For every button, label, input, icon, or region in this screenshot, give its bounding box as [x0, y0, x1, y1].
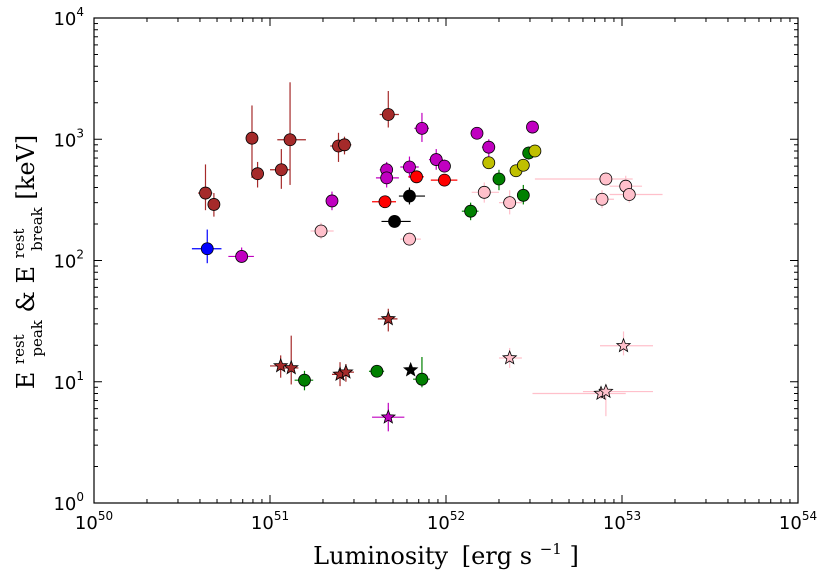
y-axis-break-sub: break — [28, 206, 46, 251]
olive-peak-point — [482, 156, 496, 170]
red-peak-point — [378, 195, 392, 209]
y-axis-peak-sub: peak — [28, 319, 46, 356]
pink-peak-point — [403, 232, 416, 246]
markers-layer — [199, 108, 636, 424]
red-peak-point — [410, 170, 423, 184]
brown-peak-point — [381, 108, 395, 121]
y-axis-amp: & — [12, 283, 40, 312]
pink-peak-point — [622, 188, 636, 201]
brown-peak-point — [251, 167, 264, 181]
black-peak-point — [388, 215, 401, 228]
magenta-peak-point — [325, 194, 339, 208]
brown-peak-point — [207, 198, 221, 211]
magenta-peak-point — [526, 120, 539, 134]
brown-peak-point — [245, 131, 259, 145]
pink-peak-point — [503, 196, 517, 210]
magenta-peak-point — [415, 121, 429, 135]
y-tick-labels: 100 101 102 103 104 — [53, 5, 84, 515]
magenta-peak-point — [482, 140, 496, 154]
y-axis-peak: E — [12, 372, 40, 390]
pink-break-point — [615, 337, 632, 353]
green-peak-point — [492, 172, 506, 186]
magenta-break-point — [380, 409, 397, 424]
magenta-peak-point — [470, 126, 484, 140]
olive-peak-point — [528, 144, 542, 158]
y-axis-break: E — [12, 266, 40, 284]
olive-peak-point — [516, 158, 530, 172]
magenta-peak-point — [235, 250, 249, 263]
x-axis-main: Luminosity — [313, 542, 448, 570]
brown-peak-point — [283, 133, 297, 147]
pink-peak-point — [595, 192, 609, 206]
brown-peak-point — [338, 138, 351, 152]
x-tick-label: 1050 — [75, 509, 113, 534]
brown-break-point — [338, 364, 354, 379]
green-break-point — [415, 372, 429, 386]
green-peak-point — [464, 204, 478, 218]
magenta-peak-point — [438, 159, 451, 173]
y-axis-break-sup: rest — [10, 229, 28, 259]
pink-peak-point — [477, 185, 491, 199]
y-tick-label: 103 — [53, 126, 84, 151]
pink-break-point — [598, 383, 614, 399]
green-break-point — [370, 364, 384, 378]
x-tick-label: 1051 — [251, 509, 289, 534]
pink-peak-point — [314, 224, 328, 238]
x-tick-label: 1052 — [427, 509, 465, 534]
y-tick-label: 104 — [53, 5, 84, 30]
black-peak-point — [403, 189, 416, 203]
red-peak-point — [438, 173, 451, 187]
x-tick-label: 1053 — [603, 509, 641, 534]
brown-break-point — [380, 310, 397, 326]
y-tick-label: 102 — [53, 248, 84, 273]
magenta-peak-point — [403, 160, 416, 174]
pink-break-point — [501, 349, 518, 365]
blue-peak-point — [200, 242, 214, 256]
green-peak-point — [516, 188, 530, 202]
x-axis-title: Luminosity [erg s −1 ] — [313, 532, 579, 570]
x-axis-unit: [erg s — [462, 542, 532, 570]
x-axis-unit-exp: −1 — [540, 540, 562, 558]
brown-break-point — [272, 357, 289, 373]
brown-break-point — [283, 359, 299, 375]
magenta-peak-point — [380, 171, 394, 185]
y-tick-label: 100 — [53, 490, 84, 515]
x-tick-label: 1054 — [779, 509, 817, 534]
y-axis-peak-sup: rest — [10, 334, 28, 364]
y-axis-unit: [keV] — [12, 135, 40, 200]
green-break-point — [298, 373, 311, 387]
brown-peak-point — [274, 163, 288, 177]
x-axis-unit-close: ] — [569, 542, 578, 570]
ticks-layer — [93, 18, 798, 504]
brown-peak-point — [199, 186, 212, 200]
x-tick-labels: 1050 1051 1052 1053 1054 — [75, 509, 817, 534]
black-break-point — [402, 361, 419, 377]
pink-peak-point — [599, 172, 613, 186]
y-tick-label: 101 — [53, 369, 84, 394]
y-axis-title: E rest peak & E rest break [keV] — [2, 135, 48, 389]
